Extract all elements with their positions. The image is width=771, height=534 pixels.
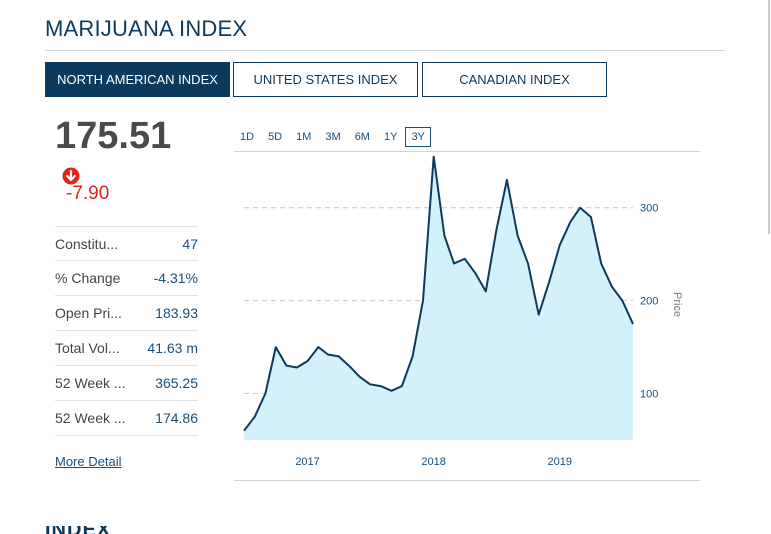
stat-label: Total Vol...: [55, 340, 120, 356]
stat-value: 41.63 m: [147, 340, 198, 356]
stat-label: Constitu...: [55, 235, 119, 252]
tab-united-states-index[interactable]: UNITED STATES INDEX: [233, 62, 418, 97]
chart-bottom-divider: [234, 480, 700, 481]
index-value: 175.51: [55, 115, 172, 157]
range-3y[interactable]: 3Y: [405, 127, 431, 147]
stat-label: 52 Week ...: [55, 375, 126, 391]
stat-value: 365.25: [155, 375, 198, 391]
stat-row-percent-change: % Change -4.31%: [55, 261, 198, 296]
range-selector: 1D 5D 1M 3M 6M 1Y 3Y: [234, 127, 433, 147]
sidebar-edge: [768, 0, 770, 234]
stat-value: 174.86: [155, 410, 198, 426]
x-tick-label: 2019: [548, 456, 572, 468]
chart-top-divider: [234, 151, 700, 152]
stat-row-open-price: Open Pri... 183.93: [55, 296, 198, 331]
stat-row-total-volume: Total Vol... 41.63 m: [55, 331, 198, 366]
stat-value: 183.93: [155, 305, 198, 321]
index-change: -7.90: [66, 183, 110, 204]
x-tick-label: 2018: [421, 456, 445, 468]
stat-row-52-week-high: 52 Week ... 365.25: [55, 366, 198, 401]
title-divider: [45, 50, 725, 51]
arrow-down-circle-icon: [62, 167, 80, 185]
range-3m[interactable]: 3M: [325, 131, 341, 143]
stats-table: Constitu... 47 % Change -4.31% Open Pri.…: [55, 226, 198, 436]
y-tick-label: 300: [640, 203, 658, 215]
range-6m[interactable]: 6M: [354, 131, 370, 143]
stat-value: -4.31%: [153, 270, 198, 286]
stat-value: 47: [182, 235, 198, 252]
price-area-fill: [244, 156, 633, 440]
range-1d[interactable]: 1D: [240, 131, 255, 143]
stat-label: Open Pri...: [55, 305, 122, 321]
more-detail-link[interactable]: More Detail: [55, 454, 122, 469]
range-1m[interactable]: 1M: [296, 131, 312, 143]
stat-row-constituents: Constitu... 47: [55, 226, 198, 261]
y-axis-title: Price: [671, 292, 683, 317]
stat-label: 52 Week ...: [55, 410, 126, 426]
tab-north-american-index[interactable]: NORTH AMERICAN INDEX: [45, 62, 230, 97]
range-5d[interactable]: 5D: [268, 131, 283, 143]
y-tick-label: 200: [640, 296, 658, 308]
price-line: [243, 155, 634, 432]
tab-canadian-index[interactable]: CANADIAN INDEX: [422, 62, 607, 97]
y-tick-label: 100: [640, 389, 658, 401]
stat-label: % Change: [55, 270, 121, 286]
range-1y[interactable]: 1Y: [383, 131, 398, 143]
next-section-heading-cutoff: INDEX TRENDS: [45, 526, 195, 534]
x-tick-label: 2017: [295, 456, 319, 468]
stat-row-52-week-low: 52 Week ... 174.86: [55, 401, 198, 436]
page-title: MARIJUANA INDEX: [45, 16, 248, 41]
